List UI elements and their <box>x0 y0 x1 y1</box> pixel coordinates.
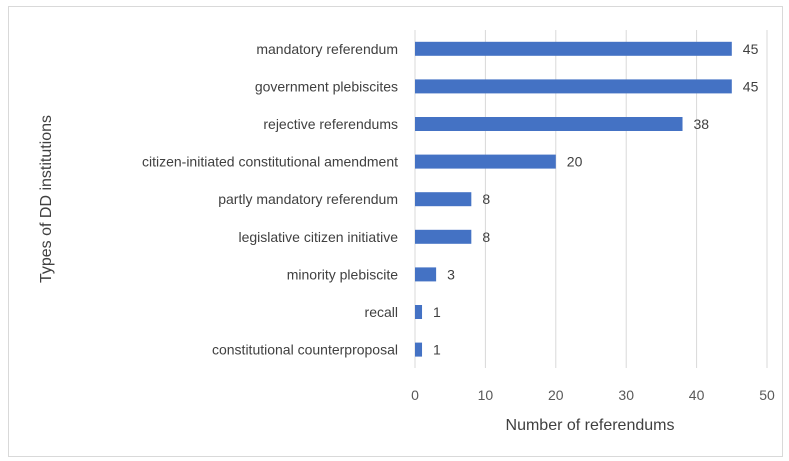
category-label: constitutional counterproposal <box>212 342 398 358</box>
category-label: citizen-initiated constitutional amendme… <box>142 154 398 170</box>
bar <box>415 117 683 131</box>
data-label: 1 <box>433 304 441 320</box>
data-label: 1 <box>433 342 441 358</box>
x-tick-label: 40 <box>689 387 705 403</box>
x-tick-label: 0 <box>411 387 419 403</box>
x-tick-label: 20 <box>548 387 564 403</box>
bar <box>415 192 472 207</box>
bars <box>415 41 732 357</box>
x-tick-label: 10 <box>478 387 494 403</box>
data-labels: 45 45 38 20 8 8 3 1 1 <box>433 41 759 358</box>
x-tick-label: 50 <box>759 387 775 403</box>
category-label: legislative citizen initiative <box>238 229 398 245</box>
category-label: partly mandatory referendum <box>218 191 398 207</box>
bar <box>415 267 437 282</box>
bar <box>415 342 423 357</box>
category-label: mandatory referendum <box>256 41 398 57</box>
category-label: recall <box>365 304 398 320</box>
category-label: rejective referendums <box>263 116 398 132</box>
bar <box>415 154 556 169</box>
category-label: minority plebiscite <box>287 266 398 282</box>
data-label: 8 <box>482 191 490 207</box>
data-label: 20 <box>567 154 583 170</box>
bar <box>415 41 732 56</box>
data-label: 45 <box>743 78 759 94</box>
x-axis-title: Number of referendums <box>506 417 675 434</box>
data-label: 45 <box>743 41 759 57</box>
y-axis-title: Types of DD institutions <box>38 115 55 283</box>
category-label: government plebiscites <box>255 78 398 94</box>
data-label: 8 <box>482 229 490 245</box>
tick-labels: 0 10 20 30 40 50 <box>411 387 775 403</box>
category-labels: mandatory referendum government plebiscit… <box>142 41 398 358</box>
x-tick-label: 30 <box>618 387 634 403</box>
bar <box>415 305 423 319</box>
bar <box>415 229 472 244</box>
bar <box>415 79 732 94</box>
data-label: 3 <box>447 266 455 282</box>
data-label: 38 <box>694 116 710 132</box>
